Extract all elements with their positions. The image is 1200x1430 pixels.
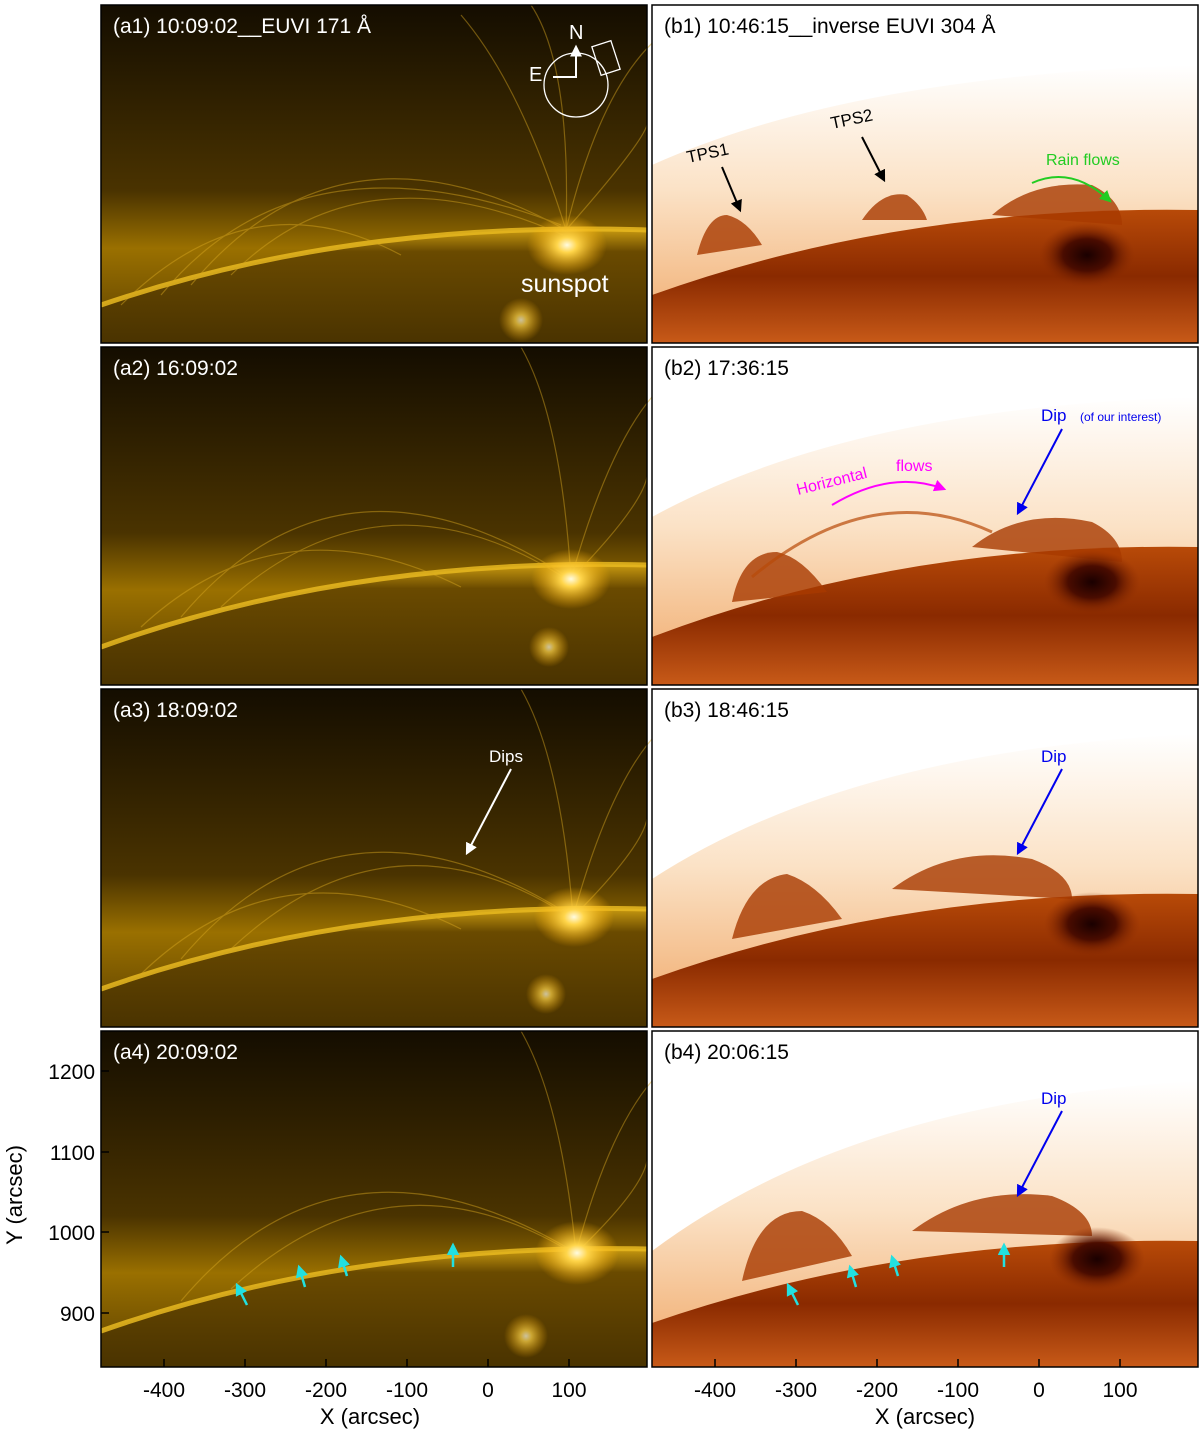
- panel-a2-label: (a2) 16:09:02: [113, 357, 238, 380]
- x-tick-a-4: 0: [482, 1379, 494, 1402]
- x-tick-b-3: -100: [937, 1379, 979, 1402]
- dip-note-label: (of our interest): [1080, 410, 1161, 424]
- panel-b1-label: (b1) 10:46:15__inverse EUVI 304 Å: [664, 15, 996, 38]
- dip-arrow-b2: [1016, 428, 1063, 516]
- y-tick-3: 900: [60, 1303, 95, 1326]
- x-tick-b-5: 100: [1102, 1379, 1137, 1402]
- rain-flows-arrow: [1031, 176, 1112, 203]
- x-axis-b: -400 -300 -200 -100 0 100 X (arcsec): [694, 1359, 1138, 1429]
- dip-label-b4: Dip: [1041, 1089, 1067, 1108]
- panel-a1-label: (a1) 10:09:02__EUVI 171 Å: [113, 15, 371, 38]
- panel-a4-label: (a4) 20:09:02: [113, 1041, 238, 1064]
- x-tick-b-4: 0: [1033, 1379, 1045, 1402]
- panel-b3-label: (b3) 18:46:15: [664, 699, 789, 722]
- y-axis: 1200 1100 1000 900 Y (arcsec): [2, 1061, 109, 1326]
- x-tick-a-2: -200: [305, 1379, 347, 1402]
- x-tick-b-0: -400: [694, 1379, 736, 1402]
- x-tick-a-3: -100: [386, 1379, 428, 1402]
- rain-flows-label: Rain flows: [1046, 152, 1120, 169]
- compass-icon: N E: [529, 22, 621, 118]
- x-axis-label-b: X (arcsec): [875, 1404, 975, 1429]
- panel-b2: (b2) 17:36:15 Horizontal flows Dip (of o…: [651, 346, 1199, 686]
- panel-a2: (a2) 16:09:02: [100, 346, 662, 686]
- horizontal-flows-arrow: [831, 479, 947, 506]
- y-axis-label: Y (arcsec): [2, 1145, 27, 1245]
- dips-arrow: [465, 768, 512, 856]
- panel-b4-label: (b4) 20:06:15: [664, 1041, 789, 1064]
- panel-b2-label: (b2) 17:36:15: [664, 357, 789, 380]
- panel-b1: (b1) 10:46:15__inverse EUVI 304 Å TPS1 T…: [651, 4, 1199, 344]
- panel-a3: (a3) 18:09:02 Dips: [100, 688, 662, 1028]
- dip-arrow-b4: [1016, 1110, 1063, 1198]
- x-tick-a-1: -300: [224, 1379, 266, 1402]
- x-tick-a-0: -400: [143, 1379, 185, 1402]
- y-tick-0: 1200: [48, 1061, 95, 1084]
- panel-a4: (a4) 20:09:02: [100, 1030, 662, 1368]
- cyan-arrows: [235, 1242, 460, 1306]
- cyan-arrows-b4: [786, 1242, 1011, 1306]
- compass-north: N: [569, 22, 583, 44]
- dip-label-b3: Dip: [1041, 747, 1067, 766]
- x-tick-a-5: 100: [551, 1379, 586, 1402]
- panel-a3-label: (a3) 18:09:02: [113, 699, 238, 722]
- flows-label: flows: [896, 458, 932, 475]
- tps1-arrow: [721, 166, 742, 213]
- x-axis-label-a: X (arcsec): [320, 1404, 420, 1429]
- dip-arrow-b3: [1016, 768, 1063, 856]
- dips-label: Dips: [489, 747, 523, 766]
- panel-a1: (a1) 10:09:02__EUVI 171 Å sunspot N E: [100, 4, 662, 344]
- sunspot-label: sunspot: [521, 270, 609, 298]
- panel-b4: (b4) 20:06:15 Dip: [651, 1030, 1199, 1368]
- x-tick-b-2: -200: [856, 1379, 898, 1402]
- y-tick-2: 1000: [48, 1222, 95, 1245]
- panel-b3: (b3) 18:46:15 Dip: [651, 688, 1199, 1028]
- dip-label-b2: Dip: [1041, 406, 1067, 425]
- x-axis-a: -400 -300 -200 -100 0 100 X (arcsec): [143, 1359, 587, 1429]
- y-tick-1: 1100: [50, 1142, 95, 1165]
- tps2-arrow: [861, 136, 886, 183]
- x-tick-b-1: -300: [775, 1379, 817, 1402]
- compass-east: E: [529, 64, 542, 86]
